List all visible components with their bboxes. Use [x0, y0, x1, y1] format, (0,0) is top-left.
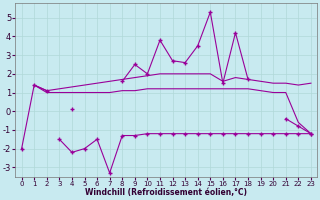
X-axis label: Windchill (Refroidissement éolien,°C): Windchill (Refroidissement éolien,°C) — [85, 188, 247, 197]
